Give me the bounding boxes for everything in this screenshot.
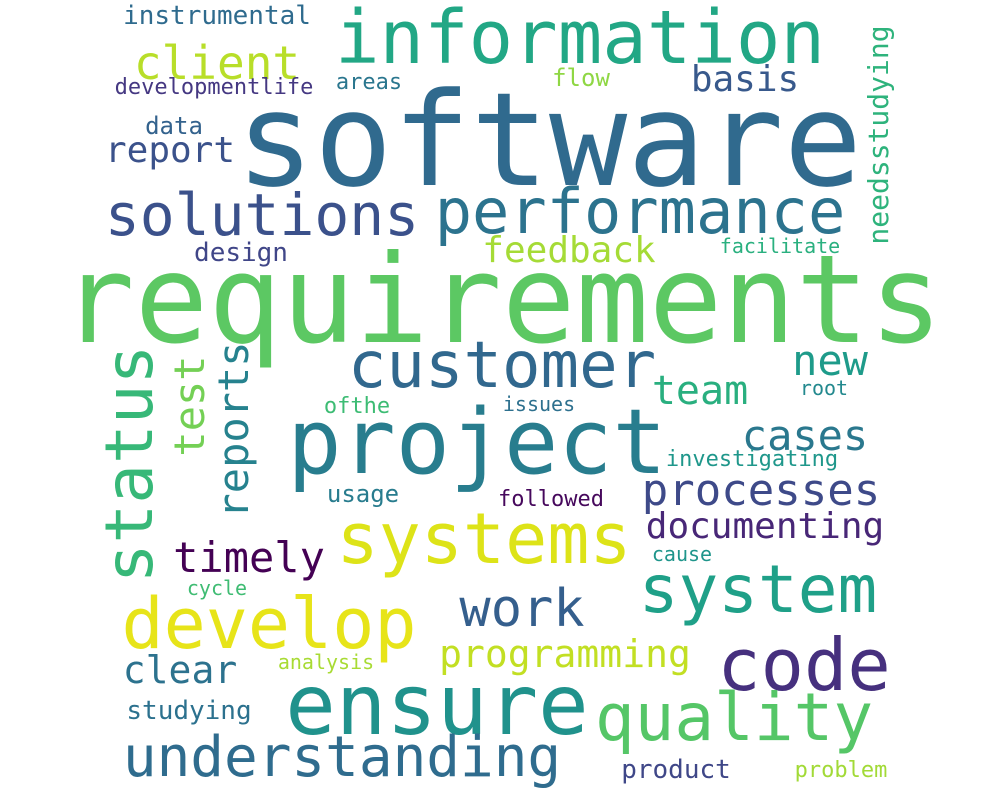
- word-facilitate: facilitate: [719, 234, 841, 258]
- word-basis: basis: [690, 59, 800, 100]
- word-system: system: [638, 551, 878, 628]
- word-flow: flow: [552, 64, 610, 92]
- word-code: code: [717, 623, 891, 707]
- word-new: new: [792, 336, 868, 385]
- word-requirements: requirements: [61, 229, 943, 371]
- word-needsstudying: needsstudying: [862, 25, 895, 245]
- word-cause: cause: [651, 542, 713, 566]
- word-investigating: investigating: [665, 447, 839, 472]
- word-clear: clear: [122, 648, 238, 692]
- word-analysis: analysis: [277, 650, 375, 674]
- word-problem: problem: [794, 758, 888, 783]
- word-solutions: solutions: [104, 181, 420, 249]
- word-studying: studying: [126, 696, 252, 726]
- word-developmentlife: developmentlife: [114, 75, 314, 100]
- word-systems: systems: [336, 498, 632, 580]
- word-team: team: [651, 368, 749, 414]
- word-instrumental: instrumental: [123, 1, 311, 31]
- word-test: test: [165, 355, 214, 457]
- word-areas: areas: [335, 70, 403, 95]
- word-software: software: [235, 64, 863, 216]
- word-design: design: [194, 238, 288, 268]
- word-client: client: [133, 36, 301, 90]
- word-project: project: [287, 390, 667, 495]
- word-performance: performance: [434, 175, 846, 248]
- word-root: root: [799, 376, 849, 400]
- word-cycle: cycle: [186, 576, 248, 600]
- word-programming: programming: [439, 632, 691, 676]
- word-cases: cases: [741, 411, 869, 460]
- word-ofthe: ofthe: [323, 394, 391, 419]
- word-understanding: understanding: [122, 725, 562, 790]
- word-reports: reports: [209, 341, 258, 519]
- word-work: work: [459, 579, 585, 639]
- word-develop: develop: [121, 583, 417, 665]
- word-report: report: [104, 130, 236, 171]
- word-usage: usage: [326, 480, 400, 508]
- word-status: status: [91, 344, 168, 584]
- word-timely: timely: [173, 533, 325, 582]
- word-feedback: feedback: [482, 230, 656, 271]
- word-quality: quality: [594, 679, 874, 756]
- word-data: data: [145, 112, 203, 140]
- word-followed: followed: [498, 487, 604, 512]
- word-issues: issues: [502, 392, 576, 416]
- word-processes: processes: [641, 465, 881, 516]
- word-ensure: ensure: [285, 656, 589, 754]
- word-product: product: [621, 755, 731, 785]
- word-information: information: [334, 0, 826, 81]
- word-customer: customer: [347, 329, 657, 403]
- word-documenting: documenting: [645, 506, 885, 547]
